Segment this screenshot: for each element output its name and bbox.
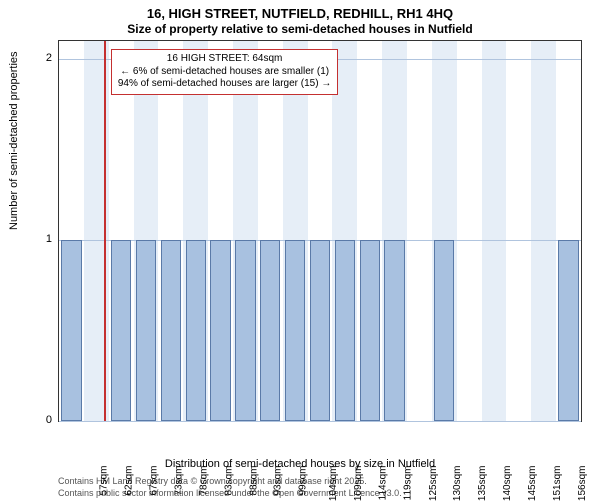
xtick-label: 78sqm: [198, 466, 209, 496]
xtick-label: 145sqm: [527, 466, 538, 501]
chart-container: 16, HIGH STREET, NUTFIELD, REDHILL, RH1 …: [0, 0, 600, 500]
bar: [310, 240, 330, 421]
bar: [384, 240, 404, 421]
bar: [260, 240, 280, 421]
bar: [111, 240, 131, 421]
xtick-label: 99sqm: [298, 466, 309, 496]
xtick-label: 83sqm: [223, 466, 234, 496]
xtick-label: 104sqm: [328, 466, 339, 501]
xtick-label: 125sqm: [428, 466, 439, 501]
bar: [186, 240, 206, 421]
xtick-label: 93sqm: [273, 466, 284, 496]
chart-title-line2: Size of property relative to semi-detach…: [0, 22, 600, 36]
xtick-label: 62sqm: [124, 466, 135, 496]
xtick-label: 151sqm: [552, 466, 563, 501]
bar: [434, 240, 454, 421]
ytick-label: 2: [32, 52, 52, 64]
bar: [210, 240, 230, 421]
chart-title-line1: 16, HIGH STREET, NUTFIELD, REDHILL, RH1 …: [0, 6, 600, 21]
marker-callout: 16 HIGH STREET: 64sqm← 6% of semi-detach…: [111, 49, 338, 95]
ytick-label: 1: [32, 233, 52, 245]
bar: [61, 240, 81, 421]
xtick-label: 57sqm: [99, 466, 110, 496]
alt-band: [482, 41, 507, 421]
bar: [335, 240, 355, 421]
xtick-label: 67sqm: [149, 466, 160, 496]
ytick-label: 0: [32, 414, 52, 426]
bar: [558, 240, 578, 421]
callout-line: 94% of semi-detached houses are larger (…: [118, 78, 331, 91]
xtick-label: 119sqm: [402, 466, 413, 501]
plot-area: 16 HIGH STREET: 64sqm← 6% of semi-detach…: [58, 40, 582, 422]
callout-line: 16 HIGH STREET: 64sqm: [118, 53, 331, 66]
xtick-label: 114sqm: [377, 466, 388, 501]
bar: [136, 240, 156, 421]
bar: [285, 240, 305, 421]
y-axis-label: Number of semi-detached properties: [8, 51, 20, 230]
xtick-label: 156sqm: [577, 466, 588, 501]
callout-line: ← 6% of semi-detached houses are smaller…: [118, 66, 331, 79]
bar: [161, 240, 181, 421]
xtick-label: 109sqm: [353, 466, 364, 501]
xtick-label: 130sqm: [453, 466, 464, 501]
xtick-label: 140sqm: [502, 466, 513, 501]
xtick-label: 88sqm: [248, 466, 259, 496]
bar: [235, 240, 255, 421]
alt-band: [531, 41, 556, 421]
bar: [360, 240, 380, 421]
xtick-label: 135sqm: [477, 466, 488, 501]
gridline: [59, 421, 581, 422]
xtick-label: 73sqm: [174, 466, 185, 496]
marker-line: [104, 41, 106, 421]
